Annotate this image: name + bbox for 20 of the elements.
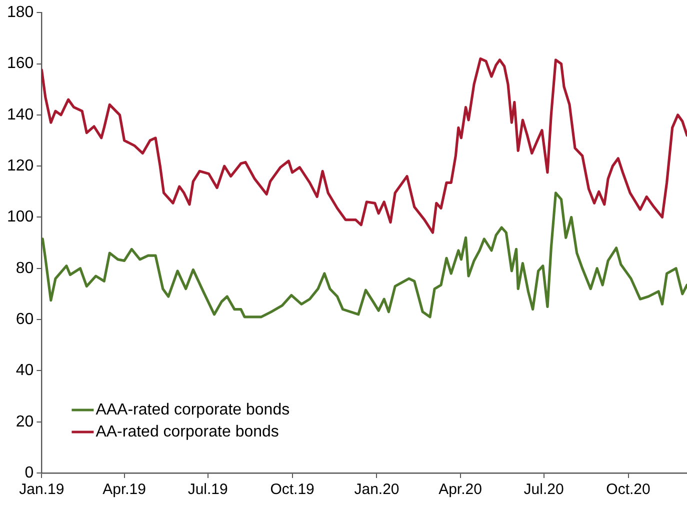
- y-tick-label: 160: [6, 55, 34, 72]
- legend-label: AA-rated corporate bonds: [96, 423, 279, 440]
- y-tick-label: 60: [16, 310, 34, 328]
- y-tick-label: 0: [24, 464, 34, 482]
- x-tick-label: Jul.20: [524, 481, 564, 498]
- x-tick-label: Jan.19: [19, 481, 64, 498]
- x-tick-label: Apr.20: [438, 481, 482, 498]
- y-tick-label: 140: [6, 106, 34, 124]
- y-tick-label: 180: [6, 4, 34, 22]
- y-tick-label: 100: [6, 208, 34, 226]
- y-tick-label: 120: [6, 157, 34, 174]
- legend-label: AAA-rated corporate bonds: [96, 401, 290, 418]
- x-tick-label: Oct.20: [606, 481, 650, 498]
- y-tick-label: 80: [16, 260, 34, 277]
- y-tick-label: 40: [16, 362, 34, 380]
- y-tick-label: 20: [16, 413, 34, 430]
- x-tick-label: Apr.19: [102, 481, 146, 498]
- x-tick-label: Oct.19: [270, 481, 314, 498]
- x-tick-label: Jan.20: [354, 481, 400, 498]
- x-tick-label: Jul.19: [188, 481, 228, 498]
